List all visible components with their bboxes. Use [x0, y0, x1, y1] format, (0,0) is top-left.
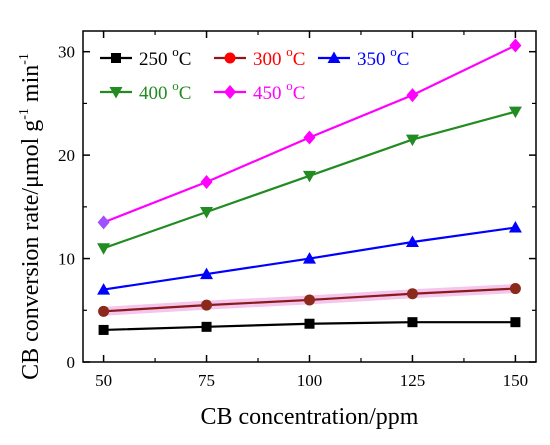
series-2	[97, 221, 522, 295]
legend-label-degree: o	[286, 44, 293, 59]
legend-label-num: 400	[139, 83, 172, 104]
data-point	[405, 235, 419, 248]
y-axis-title-exp2: -1	[17, 53, 32, 65]
data-point	[200, 175, 213, 190]
x-tick-label: 75	[198, 371, 215, 390]
legend-label-degree: o	[286, 78, 293, 93]
data-point	[508, 221, 522, 233]
data-point	[97, 243, 111, 255]
y-tick-label: 20	[58, 146, 75, 165]
legend-marker	[109, 87, 123, 99]
legend-marker	[224, 85, 236, 99]
data-point	[509, 38, 522, 53]
legend-label-num: 350	[357, 49, 390, 70]
legend-marker	[111, 53, 121, 63]
legend-label-unit: C	[293, 83, 306, 104]
legend-item: 350 oC	[318, 44, 409, 70]
y-tick-label: 10	[58, 250, 75, 269]
data-point	[406, 288, 418, 300]
data-point	[200, 267, 214, 280]
x-tick-label: 125	[400, 371, 426, 390]
legend-label-degree: o	[172, 44, 179, 59]
y-axis-title: CB conversion rate/μmol g-1 min-1	[17, 53, 44, 380]
series-1	[98, 283, 521, 317]
series-4	[97, 38, 522, 230]
y-axis-title-min: min	[18, 65, 44, 108]
x-tick-label: 50	[95, 371, 112, 390]
legend-label-num: 300	[253, 49, 286, 70]
legend-label-degree: o	[390, 44, 397, 59]
legend-label: 450 oC	[253, 78, 305, 104]
data-point	[406, 88, 419, 103]
x-tick-label: 150	[503, 371, 529, 390]
data-point	[509, 283, 521, 295]
data-point	[407, 317, 418, 328]
y-axis-title-exp1: -1	[17, 108, 32, 120]
legend-item: 450 oC	[214, 78, 305, 104]
legend-marker	[327, 51, 341, 63]
legend-item: 250 oC	[100, 44, 191, 70]
data-point	[201, 321, 212, 332]
legend-label-unit: C	[179, 83, 192, 104]
data-point	[405, 134, 419, 147]
data-point	[510, 317, 521, 328]
data-point	[304, 294, 315, 306]
data-point	[304, 318, 315, 329]
legend-label: 350 oC	[357, 44, 409, 70]
data-point	[303, 252, 316, 264]
data-point	[201, 299, 213, 311]
legend-label-unit: C	[293, 49, 306, 70]
legend-label: 300 oC	[253, 44, 305, 70]
legend-label: 400 oC	[139, 78, 191, 104]
data-point	[303, 130, 316, 145]
legend-label-degree: o	[172, 78, 179, 93]
legend-label-num: 250	[139, 49, 172, 70]
data-point	[508, 106, 522, 119]
y-tick-label: 0	[67, 353, 76, 372]
legend-label: 250 oC	[139, 44, 191, 70]
legend-item: 300 oC	[214, 44, 305, 70]
series-3	[97, 106, 522, 255]
x-axis-title: CB concentration/ppm	[201, 404, 419, 430]
legend-item: 400 oC	[100, 78, 191, 104]
series-0	[98, 317, 521, 335]
series-layer	[97, 38, 522, 335]
data-point	[97, 283, 111, 295]
axis-layer: 50 75 100 125 150 0 10 20 30	[58, 31, 536, 390]
y-axis-title-main: CB conversion rate/μmol g	[18, 120, 44, 380]
legend-label-unit: C	[397, 49, 410, 70]
legend-marker	[224, 52, 236, 64]
legend-label-num: 450	[253, 83, 286, 104]
data-point	[98, 305, 110, 317]
data-point	[97, 215, 110, 230]
legend-label-unit: C	[179, 49, 192, 70]
y-tick-label: 30	[58, 43, 75, 62]
data-point	[98, 324, 109, 335]
x-tick-label: 100	[297, 371, 323, 390]
data-point	[200, 207, 214, 219]
data-point	[303, 170, 316, 183]
